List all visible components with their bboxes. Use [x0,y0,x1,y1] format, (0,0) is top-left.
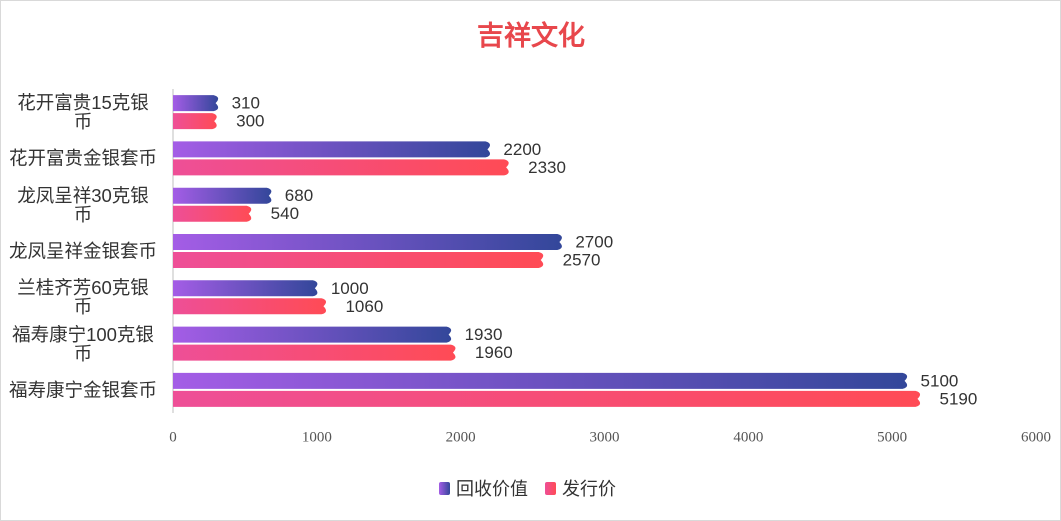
y-tick-label: 兰桂齐芳60克银币 [17,277,149,318]
value-label: 1930 [465,325,503,344]
y-tick-label: 龙凤呈祥30克银币 [17,184,149,225]
bar [173,326,452,343]
value-label: 5100 [921,371,959,390]
value-label: 1000 [331,279,369,298]
x-tick-label: 5000 [877,429,907,445]
value-label: 2330 [528,158,566,177]
y-tick-label: 花开富贵15克银币 [17,92,149,133]
legend-label: 回收价值 [456,479,528,499]
bar [173,159,509,176]
legend-marker [545,482,556,495]
x-tick-label: 4000 [733,429,763,445]
chart-title: 吉祥文化 [477,20,585,51]
bar [173,390,921,407]
x-tick-label: 1000 [302,429,332,445]
y-tick-label: 福寿康宁100克银币 [12,323,154,364]
value-label: 2700 [575,232,613,251]
x-tick-label: 2000 [446,429,476,445]
value-label: 300 [236,112,264,131]
legend-marker [439,482,450,495]
value-label: 2570 [563,250,601,269]
legend-label: 发行价 [562,479,616,499]
value-label: 310 [232,94,260,113]
y-tick-label: 福寿康宁金银套币 [9,379,158,401]
y-tick-label: 龙凤呈祥金银套币 [9,240,158,262]
bar [173,113,217,130]
bar [173,344,456,361]
y-tick-label: 花开富贵金银套币 [9,147,158,169]
value-label: 2200 [503,140,541,159]
value-label: 5190 [939,389,977,408]
bar [173,280,318,297]
bar [173,205,252,222]
x-tick-label: 3000 [590,429,620,445]
value-label: 1960 [475,343,513,362]
bar [173,95,219,112]
value-label: 680 [285,186,313,205]
x-tick-label: 0 [169,429,177,445]
bar [173,372,908,389]
value-label: 1060 [345,297,383,316]
bar [173,141,491,158]
bar [173,234,562,250]
x-tick-label: 6000 [1021,429,1051,445]
bar [173,298,327,315]
value-label: 540 [271,204,299,223]
bar [173,252,544,268]
bar [173,187,272,204]
